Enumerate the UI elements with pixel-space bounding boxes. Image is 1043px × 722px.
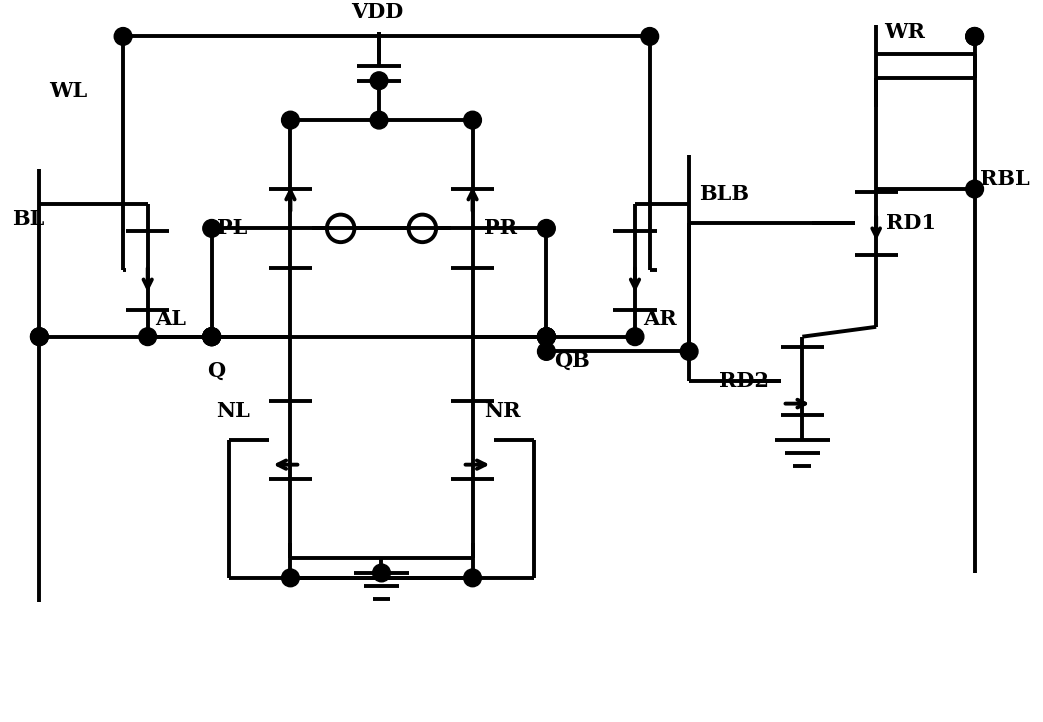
Circle shape	[370, 72, 388, 90]
Text: BL: BL	[11, 209, 44, 229]
Text: WR: WR	[884, 22, 925, 41]
Circle shape	[202, 219, 220, 238]
Circle shape	[30, 328, 48, 346]
Text: PR: PR	[484, 218, 517, 238]
Text: VDD: VDD	[351, 2, 404, 22]
Circle shape	[282, 111, 299, 129]
Circle shape	[464, 111, 482, 129]
Text: Q: Q	[207, 361, 225, 381]
Circle shape	[30, 328, 48, 346]
Circle shape	[370, 111, 388, 129]
Text: PL: PL	[217, 218, 247, 238]
Circle shape	[966, 180, 984, 198]
Circle shape	[537, 328, 555, 346]
Text: RD1: RD1	[886, 214, 936, 233]
Circle shape	[464, 569, 482, 587]
Text: WL: WL	[49, 81, 88, 100]
Text: RD2: RD2	[719, 371, 769, 391]
Circle shape	[680, 342, 698, 360]
Text: AL: AL	[155, 310, 187, 329]
Circle shape	[139, 328, 156, 346]
Text: NL: NL	[217, 401, 250, 420]
Text: NR: NR	[484, 401, 520, 420]
Circle shape	[966, 27, 984, 45]
Circle shape	[537, 328, 555, 346]
Circle shape	[537, 328, 555, 346]
Circle shape	[966, 27, 984, 45]
Text: QB: QB	[554, 352, 590, 371]
Text: RBL: RBL	[979, 169, 1029, 189]
Circle shape	[115, 27, 132, 45]
Text: AR: AR	[642, 310, 677, 329]
Circle shape	[537, 219, 555, 238]
Circle shape	[202, 328, 220, 346]
Circle shape	[202, 328, 220, 346]
Circle shape	[537, 328, 555, 346]
Circle shape	[202, 328, 220, 346]
Circle shape	[626, 328, 644, 346]
Circle shape	[640, 27, 658, 45]
Circle shape	[282, 569, 299, 587]
Circle shape	[537, 342, 555, 360]
Circle shape	[372, 564, 390, 582]
Text: BLB: BLB	[699, 184, 749, 204]
Circle shape	[202, 328, 220, 346]
